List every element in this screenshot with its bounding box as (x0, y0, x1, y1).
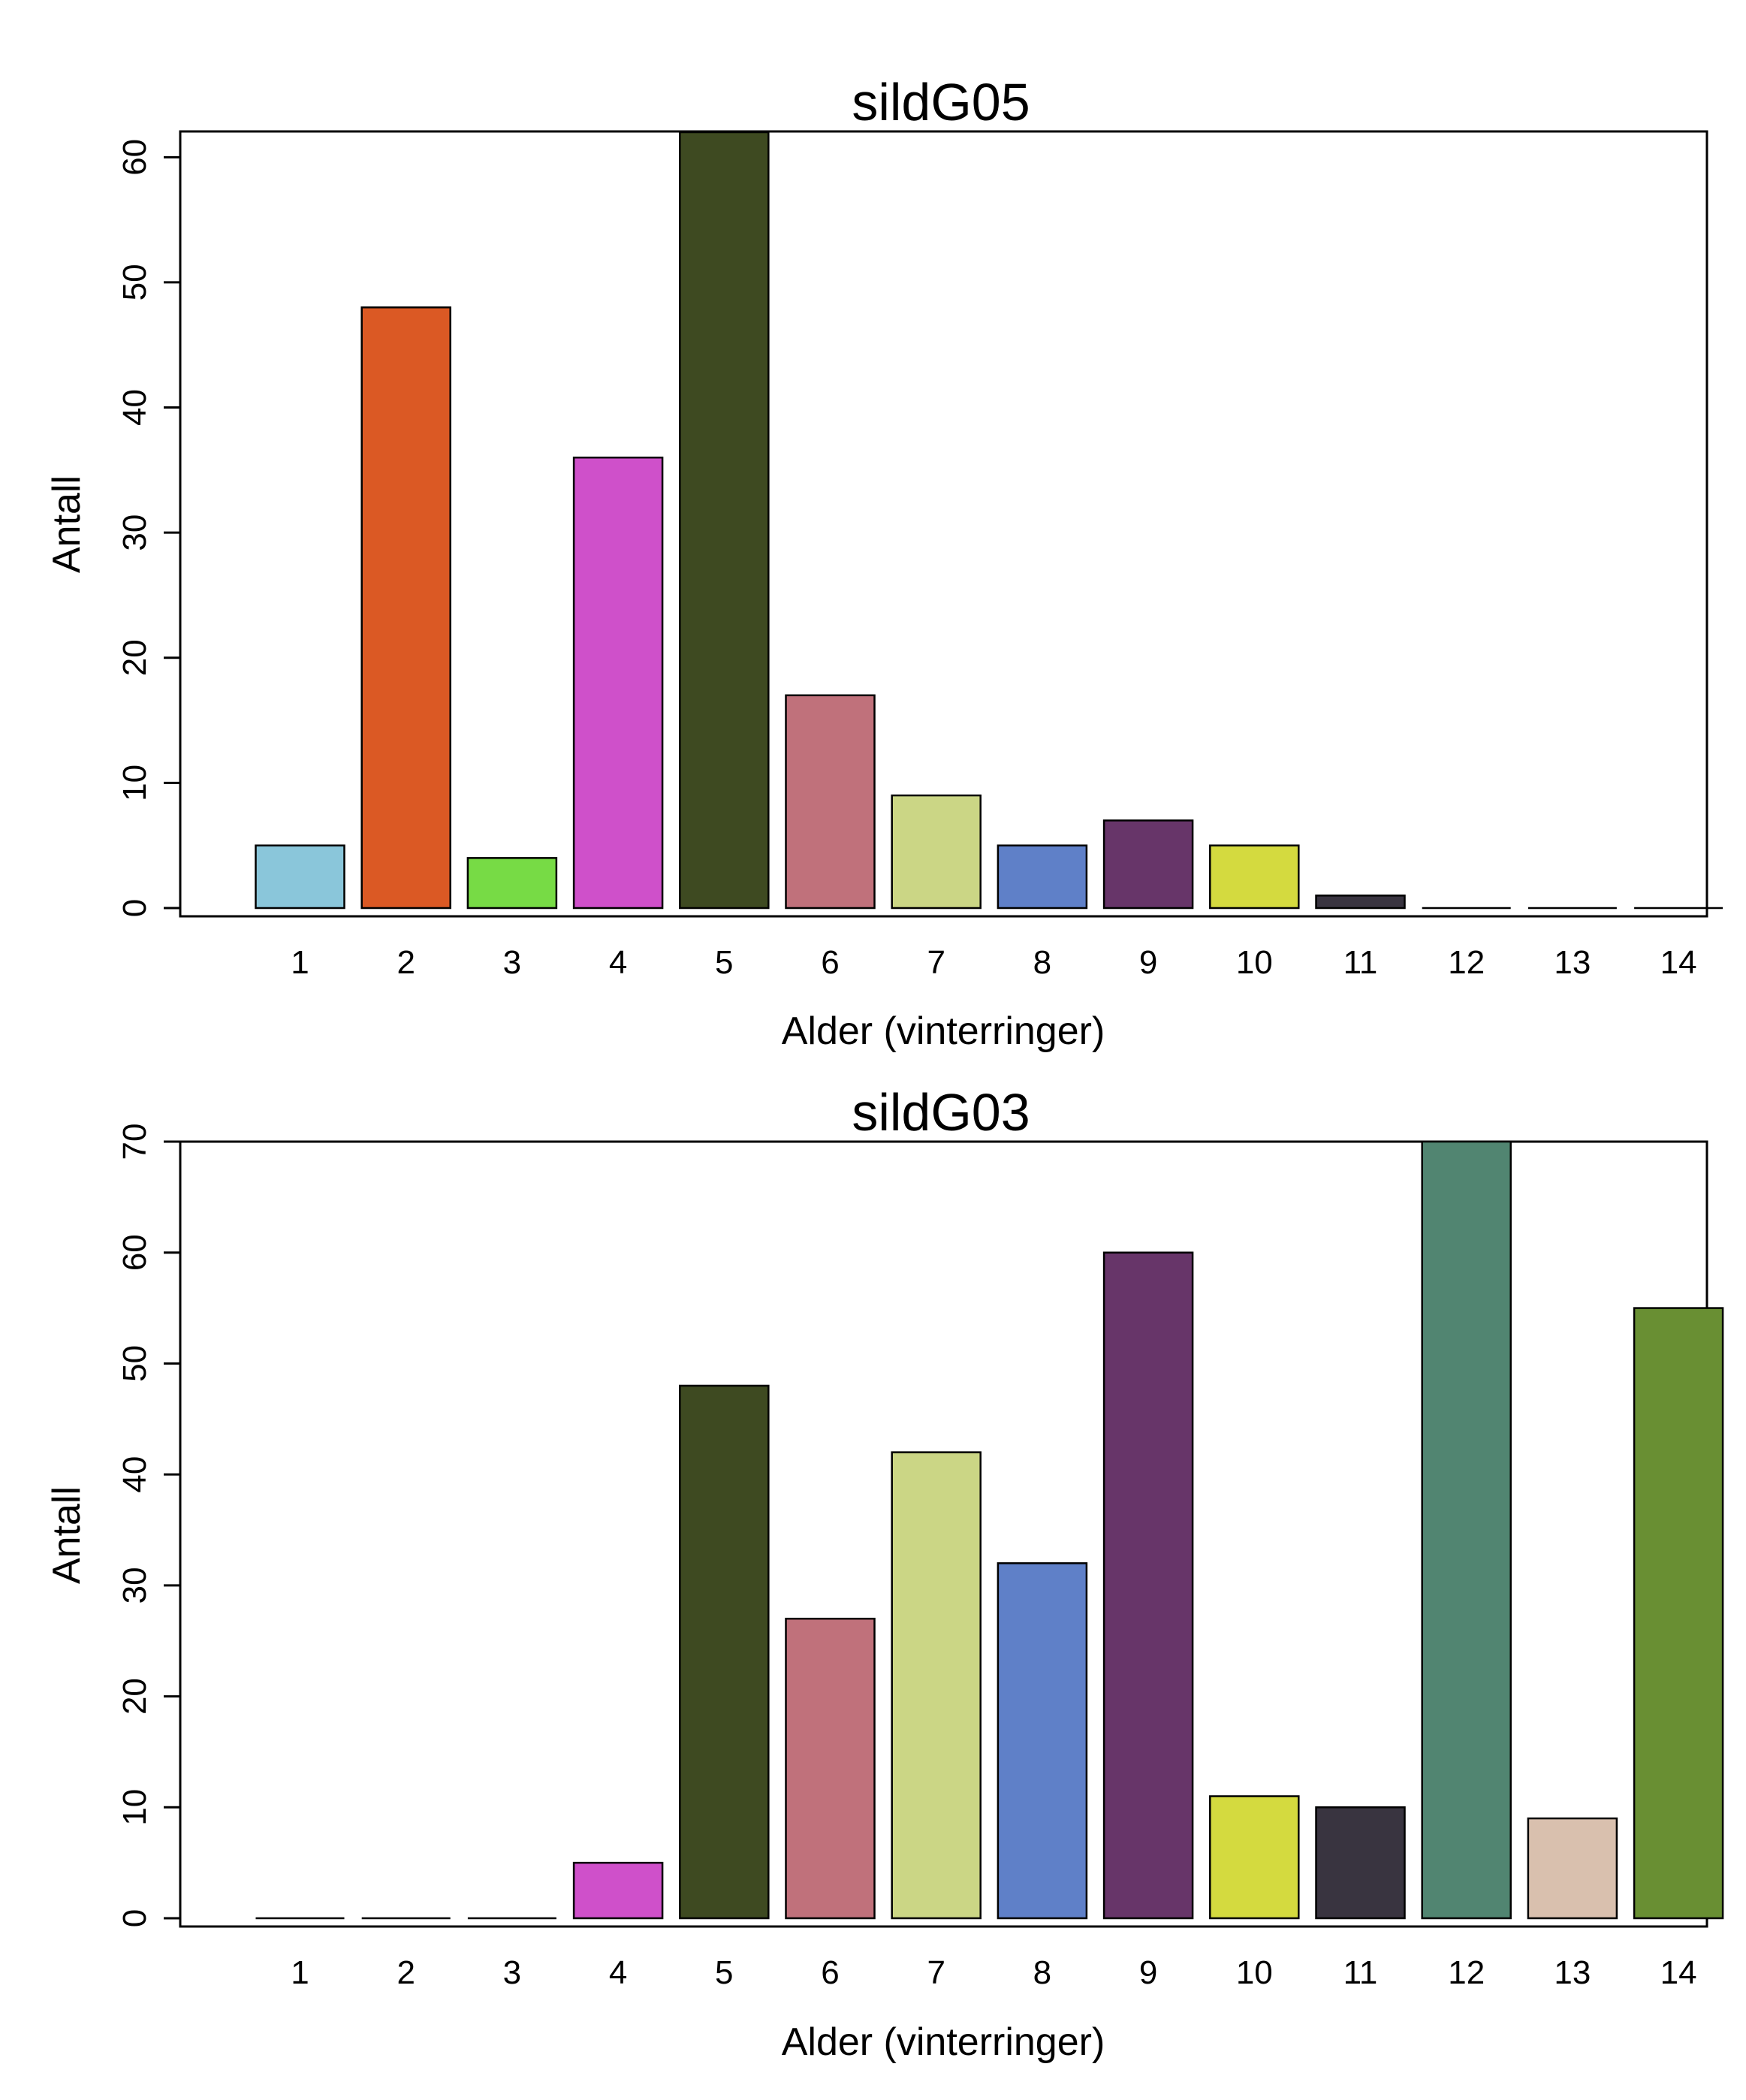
bar-12 (1421, 1140, 1512, 1920)
y-axis-label: Antall (45, 475, 89, 573)
bars (255, 1140, 1724, 1920)
x-tick-label: 2 (397, 1954, 415, 1991)
chart-title: sildG05 (852, 73, 1030, 131)
bar-13 (1527, 1817, 1618, 1920)
y-tick-label: 40 (116, 1456, 153, 1493)
y-tick-label: 0 (116, 899, 153, 917)
bar-8 (997, 1562, 1088, 1920)
y-tick-label: 20 (116, 1678, 153, 1715)
x-tick-label: 8 (1033, 1954, 1051, 1991)
bar-5 (679, 131, 770, 910)
y-tick-label: 50 (116, 1345, 153, 1382)
bar-11 (1315, 895, 1406, 910)
y-tick-label: 60 (116, 139, 153, 176)
bar-10 (1209, 844, 1300, 910)
chart-title: sildG03 (852, 1083, 1030, 1142)
x-tick-label: 7 (927, 944, 945, 981)
x-tick-label: 12 (1448, 944, 1485, 981)
y-tick-label: 30 (116, 514, 153, 551)
y-tick-label: 0 (116, 1909, 153, 1927)
x-axis: 1 2 3 4 5 6 7 8 9 10 11 12 13 14 (291, 944, 1696, 981)
bar-6 (785, 694, 876, 910)
y-tick-label: 20 (116, 639, 153, 676)
x-axis: 1 2 3 4 5 6 7 8 9 10 11 12 13 14 (291, 1954, 1696, 1991)
y-tick-label: 60 (116, 1234, 153, 1271)
y-axis: 0 10 20 30 40 50 60 70 (116, 1124, 180, 1927)
bar-14 (1633, 1307, 1724, 1920)
x-tick-label: 4 (609, 944, 627, 981)
x-tick-label: 6 (821, 944, 839, 981)
bar-9 (1102, 819, 1194, 910)
x-tick-label: 11 (1343, 1954, 1378, 1991)
x-tick-label: 9 (1139, 1954, 1157, 1991)
x-tick-label: 14 (1660, 1954, 1697, 1991)
bar-1 (255, 844, 345, 910)
bar-10 (1209, 1795, 1300, 1920)
x-tick-label: 3 (503, 944, 521, 981)
x-tick-label: 1 (291, 944, 309, 981)
y-axis-label: Antall (45, 1486, 89, 1584)
bars (255, 131, 1723, 910)
bar-9 (1102, 1251, 1194, 1920)
x-tick-label: 12 (1448, 1954, 1485, 1991)
x-tick-label: 6 (821, 1954, 839, 1991)
bar-7 (891, 794, 982, 910)
y-tick-label: 10 (116, 765, 153, 801)
bar-3 (466, 857, 558, 910)
x-tick-label: 14 (1660, 944, 1697, 981)
y-tick-label: 30 (116, 1567, 153, 1604)
bar-8 (997, 844, 1088, 910)
x-tick-label: 11 (1343, 944, 1378, 981)
x-axis-label: Alder (vinterringer) (782, 2020, 1105, 2064)
x-tick-label: 13 (1554, 1954, 1591, 1991)
x-tick-label: 1 (291, 1954, 309, 1991)
x-tick-label: 10 (1236, 944, 1273, 981)
x-tick-label: 3 (503, 1954, 521, 1991)
x-tick-label: 5 (715, 944, 733, 981)
x-tick-label: 10 (1236, 1954, 1273, 1991)
y-axis: 0 10 20 30 40 50 60 (116, 139, 180, 917)
bar-6 (785, 1617, 876, 1920)
bar-4 (572, 456, 664, 910)
x-tick-label: 9 (1139, 944, 1157, 981)
bar-4 (572, 1861, 664, 1920)
x-tick-label: 5 (715, 1954, 733, 1991)
x-axis-label: Alder (vinterringer) (782, 1009, 1105, 1053)
y-tick-label: 50 (116, 264, 153, 300)
plot-frame (179, 130, 1708, 918)
y-tick-label: 70 (116, 1124, 153, 1160)
bar-7 (891, 1451, 982, 1920)
bar-5 (679, 1384, 770, 1920)
x-tick-label: 8 (1033, 944, 1051, 981)
x-tick-label: 4 (609, 1954, 627, 1991)
bar-11 (1315, 1806, 1406, 1920)
x-tick-label: 7 (927, 1954, 945, 1991)
y-tick-label: 40 (116, 389, 153, 426)
y-tick-label: 10 (116, 1789, 153, 1826)
x-tick-label: 13 (1554, 944, 1591, 981)
bar-2 (360, 306, 451, 910)
x-tick-label: 2 (397, 944, 415, 981)
